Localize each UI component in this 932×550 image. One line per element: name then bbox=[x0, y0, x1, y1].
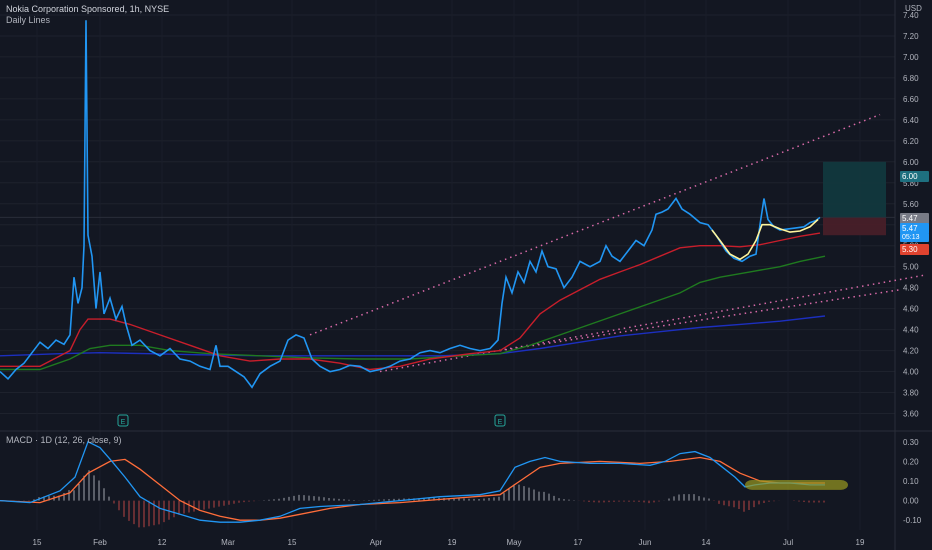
x-tick-label: Jul bbox=[783, 538, 793, 547]
y-tick-label: 6.00 bbox=[903, 158, 919, 167]
y-tick-label: 6.20 bbox=[903, 137, 919, 146]
x-tick-label: Jun bbox=[639, 538, 652, 547]
y-tick-label: 7.40 bbox=[903, 11, 919, 20]
earnings-marker bbox=[494, 414, 506, 427]
x-tick-label: Feb bbox=[93, 538, 107, 547]
macd-highlight bbox=[745, 480, 848, 490]
indicator-label: Daily Lines bbox=[6, 15, 51, 25]
macd-y-tick-label: -0.10 bbox=[903, 516, 922, 525]
macd-y-tick-label: 0.10 bbox=[903, 477, 919, 486]
macd-y-tick-label: 0.30 bbox=[903, 438, 919, 447]
price-line bbox=[0, 20, 821, 389]
x-tick-label: 17 bbox=[574, 538, 583, 547]
macd-y-tick-label: 0.00 bbox=[903, 497, 919, 506]
y-tick-label: 4.20 bbox=[903, 347, 919, 356]
trendline bbox=[379, 274, 926, 373]
stop-zone bbox=[823, 217, 886, 236]
last-price-tag: 5.47 bbox=[900, 223, 929, 234]
target-price-tag: 6.00 bbox=[900, 171, 929, 182]
x-tick-label: Mar bbox=[221, 538, 235, 547]
y-tick-label: 5.00 bbox=[903, 263, 919, 272]
bar-countdown: 05:13 bbox=[900, 233, 929, 242]
earnings-marker bbox=[117, 414, 129, 427]
y-tick-label: 4.60 bbox=[903, 305, 919, 314]
last-price-grey-tag: 5.47 bbox=[900, 213, 929, 224]
y-tick-label: 7.00 bbox=[903, 53, 919, 62]
ma_blue-line bbox=[0, 315, 826, 357]
x-tick-label: 12 bbox=[158, 538, 167, 547]
y-tick-label: 6.40 bbox=[903, 116, 919, 125]
y-tick-label: 7.20 bbox=[903, 32, 919, 41]
currency-label: USD bbox=[905, 4, 922, 13]
y-tick-label: 4.80 bbox=[903, 284, 919, 293]
x-tick-label: May bbox=[506, 538, 521, 547]
y-tick-label: 6.60 bbox=[903, 95, 919, 104]
target-zone bbox=[823, 161, 886, 218]
ma_red-line bbox=[0, 232, 821, 371]
y-tick-label: 4.40 bbox=[903, 326, 919, 335]
y-tick-label: 6.80 bbox=[903, 74, 919, 83]
macd-y-tick-label: 0.20 bbox=[903, 457, 919, 466]
macd-line bbox=[0, 440, 825, 523]
stop-price-tag: 5.30 bbox=[900, 244, 929, 255]
y-tick-label: 3.60 bbox=[903, 410, 919, 419]
y-tick-label: 5.80 bbox=[903, 179, 919, 188]
y-tick-label: 5.60 bbox=[903, 200, 919, 209]
cup-handle-drawing bbox=[711, 218, 819, 261]
x-tick-label: Apr bbox=[370, 538, 383, 547]
x-tick-label: 19 bbox=[448, 538, 457, 547]
macd-label: MACD · 1D (12, 26, close, 9) bbox=[6, 435, 122, 445]
x-tick-label: 15 bbox=[288, 538, 297, 547]
ma_green-line bbox=[0, 255, 826, 371]
x-tick-label: 14 bbox=[702, 538, 711, 547]
x-tick-label: 15 bbox=[33, 538, 42, 547]
earnings-marker-label: E bbox=[121, 419, 126, 426]
trendline bbox=[499, 289, 901, 352]
x-tick-label: 19 bbox=[856, 538, 865, 547]
earnings-marker-label: E bbox=[498, 419, 503, 426]
y-tick-label: 3.80 bbox=[903, 389, 919, 398]
symbol-title: Nokia Corporation Sponsored, 1h, NYSE bbox=[6, 4, 170, 14]
y-tick-label: 4.00 bbox=[903, 368, 919, 377]
